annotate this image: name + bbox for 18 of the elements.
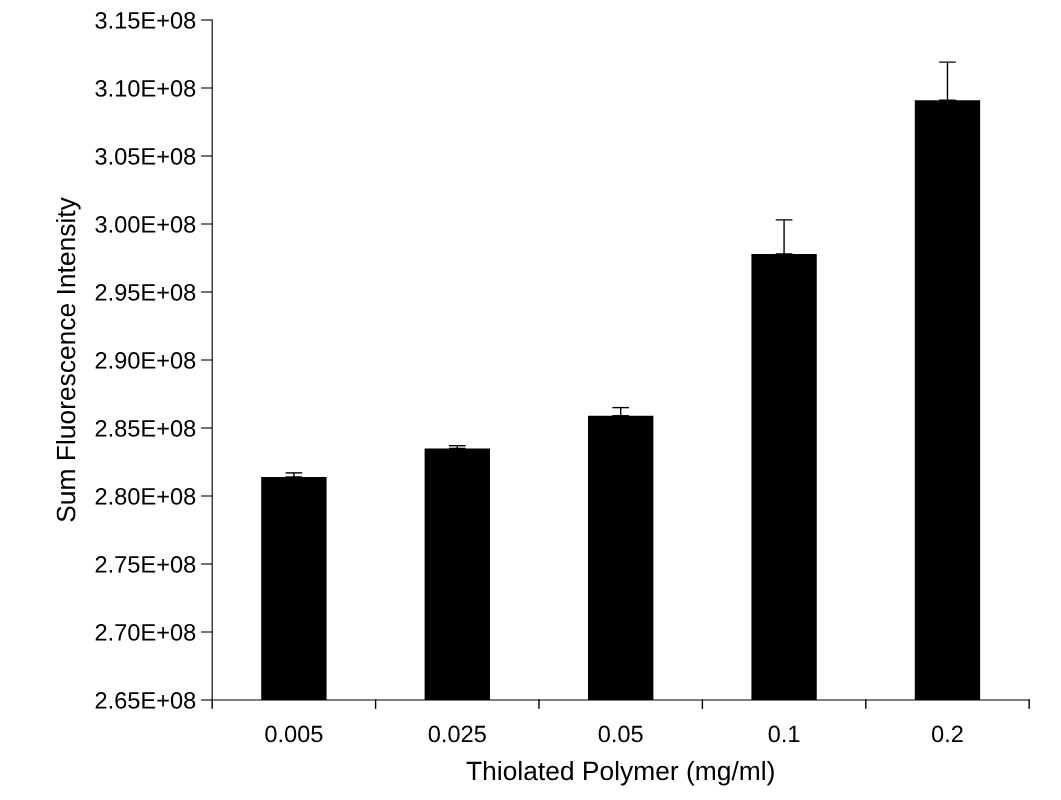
y-tick-label: 3.05E+08 bbox=[95, 148, 196, 165]
x-tick-label: 0.1 bbox=[768, 725, 800, 743]
y-tick-label: 2.80E+08 bbox=[95, 488, 196, 505]
x-tick-label: 0.2 bbox=[931, 725, 963, 743]
y-tick-label: 2.75E+08 bbox=[95, 556, 196, 573]
y-tick-label: 2.95E+08 bbox=[95, 284, 196, 301]
y-tick-label: 3.00E+08 bbox=[95, 216, 196, 233]
x-axis-title: Thiolated Polymer (mg/ml) bbox=[466, 760, 774, 786]
x-tick-label: 0.025 bbox=[428, 725, 486, 743]
x-tick-label: 0.05 bbox=[598, 725, 643, 743]
x-tick-label: 0.005 bbox=[265, 725, 323, 743]
y-tick-label: 3.10E+08 bbox=[95, 80, 196, 97]
y-tick-label: 2.85E+08 bbox=[95, 420, 196, 437]
y-tick-label: 2.70E+08 bbox=[95, 624, 196, 641]
y-axis-title: Sum Fluorescence Intensity bbox=[55, 197, 81, 522]
y-tick-label: 2.90E+08 bbox=[95, 352, 196, 369]
y-tick-label: 2.65E+08 bbox=[95, 692, 196, 709]
y-tick-label: 3.15E+08 bbox=[95, 12, 196, 29]
